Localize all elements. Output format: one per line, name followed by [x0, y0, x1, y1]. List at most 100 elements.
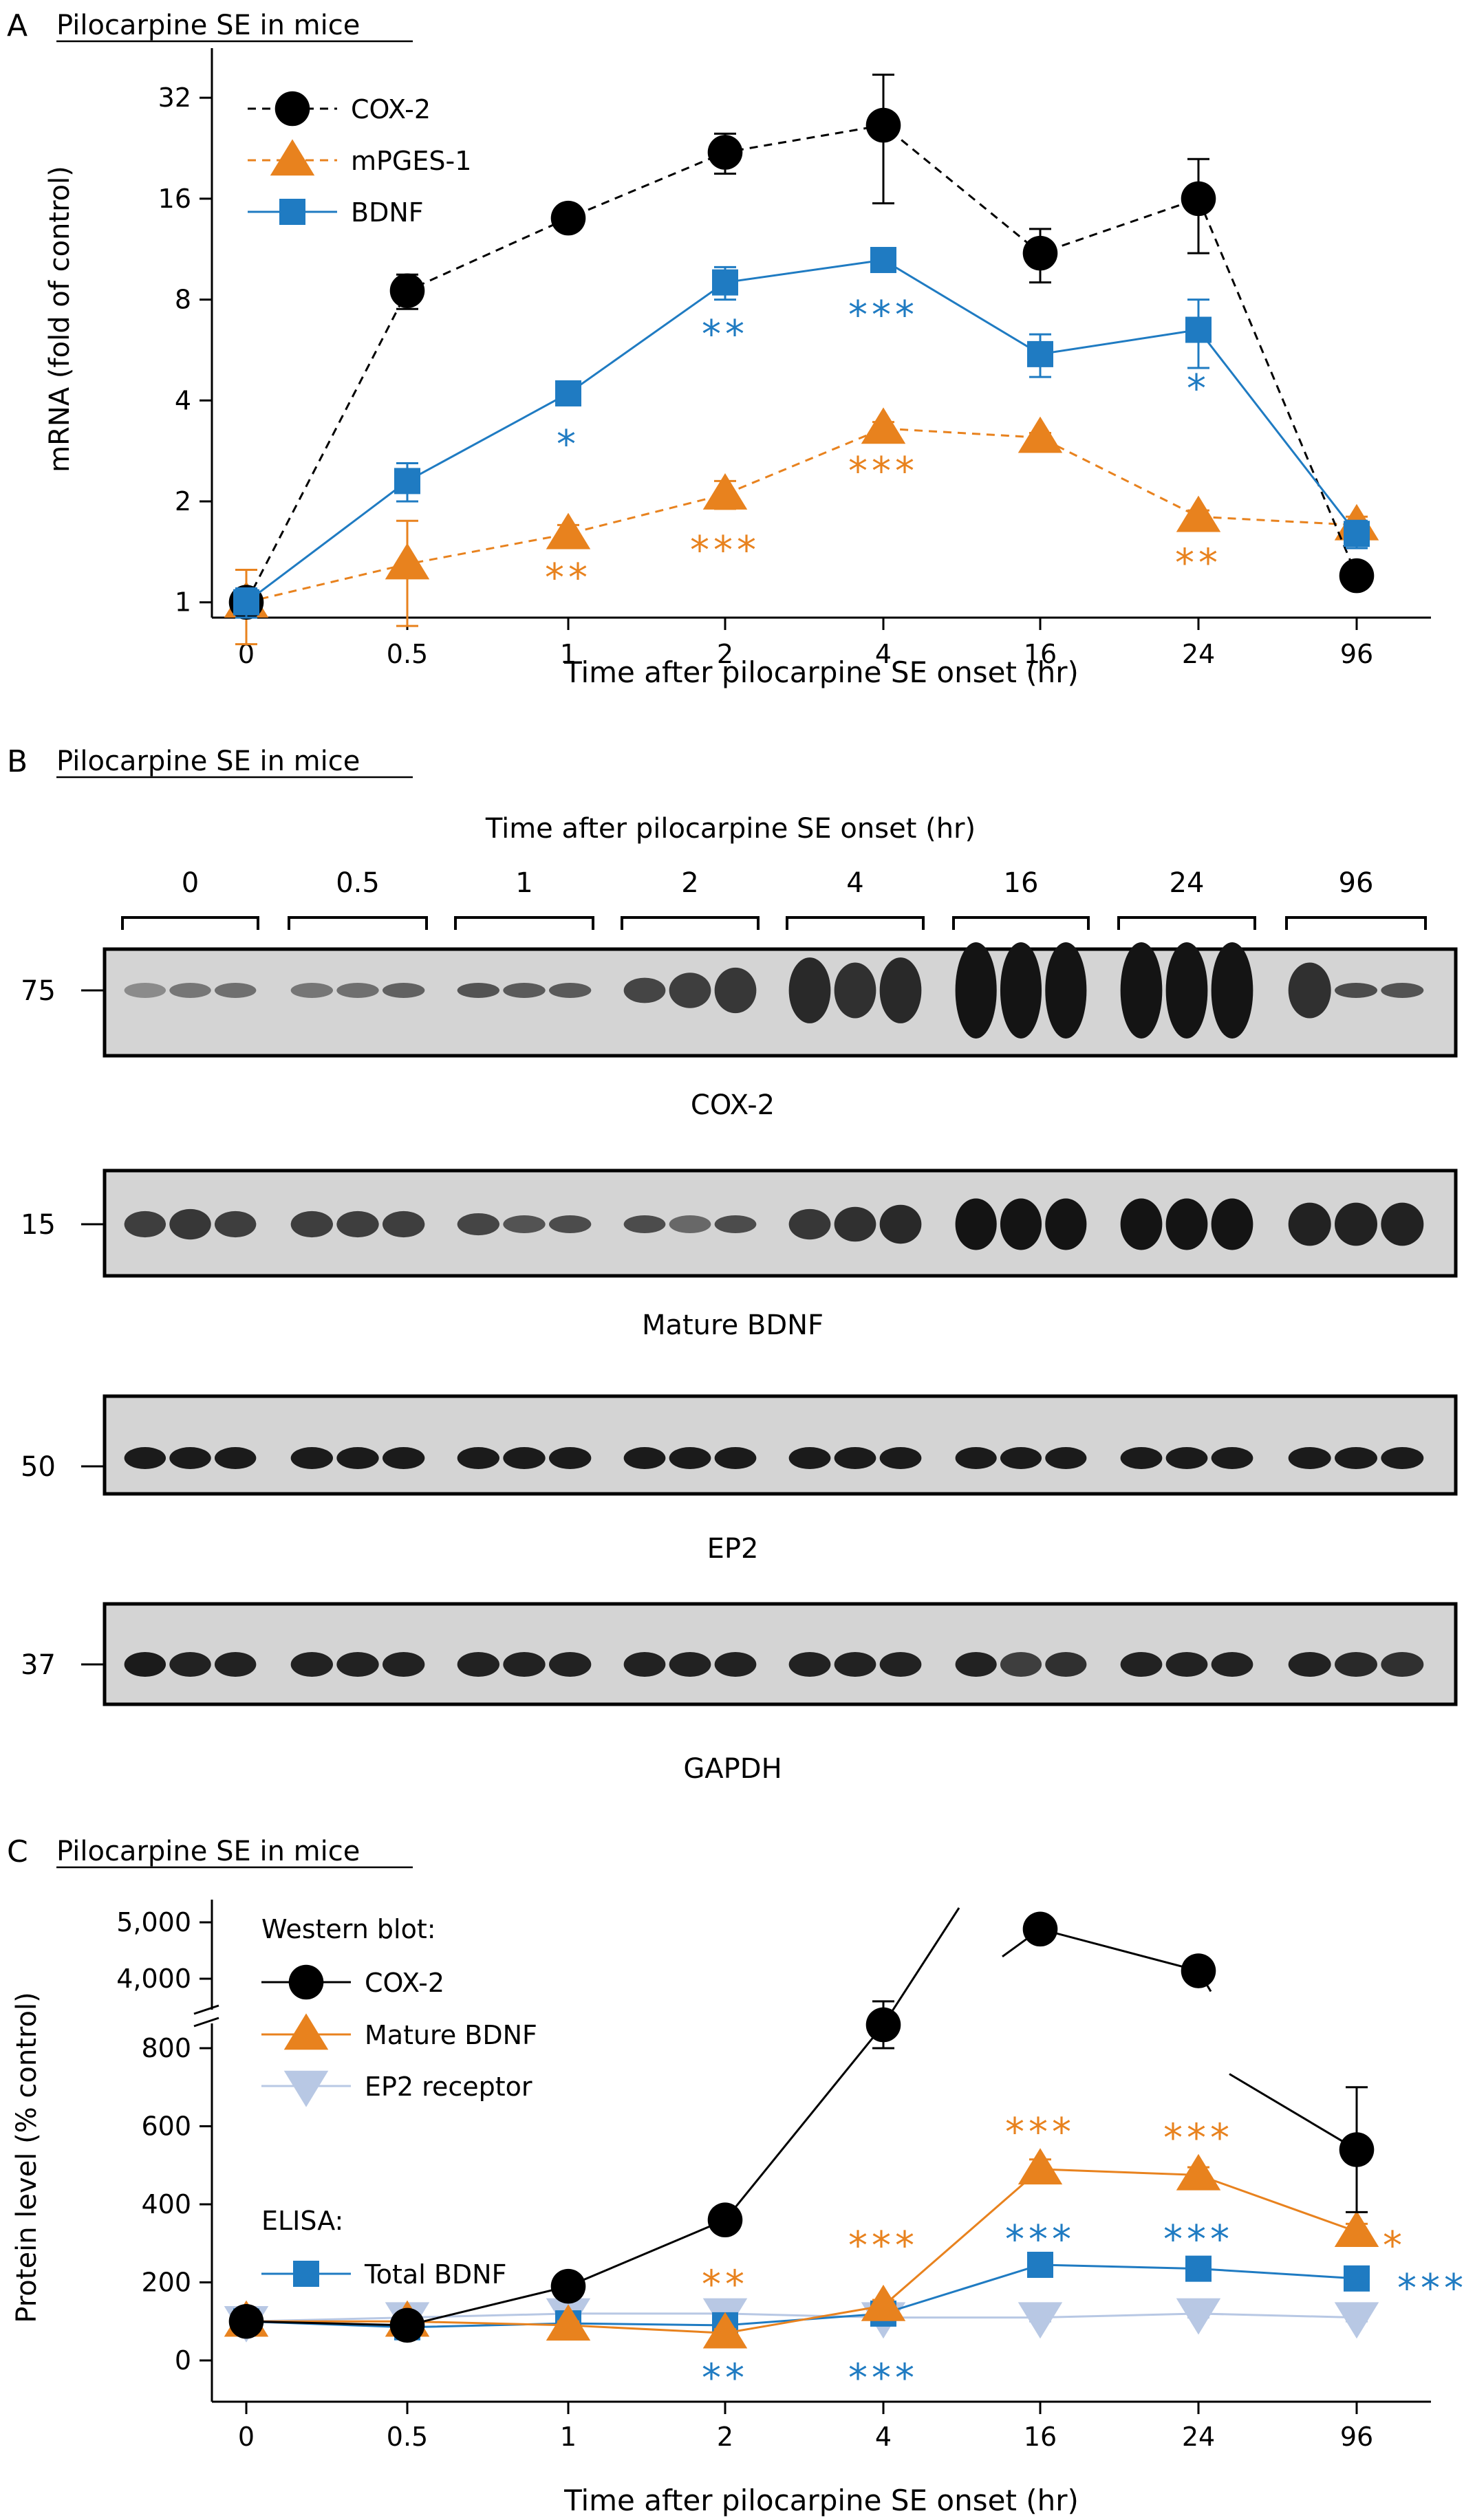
data-point	[1018, 416, 1063, 453]
panel-c: C Pilocarpine SE in mice Western blot: E…	[7, 1834, 1463, 2517]
blot-band	[457, 1652, 499, 1677]
data-point	[546, 512, 591, 550]
significance-mark: *	[1383, 2224, 1406, 2268]
blot-frame	[103, 1394, 1458, 1496]
blot-band	[1045, 1198, 1087, 1250]
blot-time-label: 16	[1004, 867, 1039, 899]
blot-band	[549, 1215, 592, 1233]
y-tick-label: 4,000	[116, 1964, 191, 1994]
data-point	[1181, 1953, 1216, 1988]
blot-band	[336, 983, 379, 998]
data-point	[1344, 521, 1370, 547]
blot-time-label: 4	[846, 867, 863, 899]
data-point	[702, 2312, 748, 2349]
blot-band	[1000, 1652, 1042, 1677]
blot-band	[1120, 1447, 1163, 1469]
x-tick-label: 16	[1024, 2422, 1057, 2452]
x-tick-label: 16	[1024, 639, 1057, 669]
blot-band	[169, 1447, 211, 1469]
panel-b-heading: Pilocarpine SE in mice	[56, 746, 360, 777]
legend-label: Total BDNF	[364, 2259, 506, 2290]
lane-bracket	[121, 916, 259, 930]
blot-band	[714, 1215, 757, 1233]
blot-band	[124, 1210, 166, 1238]
x-axis-label: Time after pilocarpine SE onset (hr)	[563, 2484, 1079, 2517]
series-line	[1229, 2073, 1357, 2151]
blot-band	[214, 983, 257, 998]
blot-band	[214, 1210, 257, 1238]
blot-band	[1211, 942, 1253, 1039]
blot-band	[383, 983, 425, 998]
x-tick-label: 1	[560, 639, 577, 669]
blot-band	[503, 1447, 546, 1469]
significance-mark: ***	[848, 293, 918, 338]
legend-marker	[283, 2013, 329, 2050]
blot-band	[1000, 942, 1042, 1039]
data-point	[1176, 2298, 1221, 2335]
blot-label: EP2	[707, 1533, 759, 1565]
data-point	[1334, 2302, 1379, 2339]
blot-band	[1120, 942, 1163, 1039]
data-point	[712, 269, 738, 296]
blot-band	[169, 1208, 211, 1240]
blot-band	[1045, 942, 1087, 1039]
y-tick-label: 4	[175, 385, 191, 415]
panel-c-heading: Pilocarpine SE in mice	[56, 1836, 360, 1867]
y-tick-label: 200	[141, 2268, 191, 2298]
x-tick-label: 2	[717, 639, 733, 669]
legend-marker	[288, 1964, 324, 2000]
molecular-weight-marker: 75	[21, 975, 56, 1007]
blot-band	[169, 1652, 211, 1677]
blot-mature-bdnf: 15 Mature BDNF	[21, 1169, 1458, 1341]
significance-mark: ***	[1163, 2116, 1234, 2161]
significance-mark: ***	[1005, 2217, 1075, 2262]
panel-b-letter: B	[7, 744, 28, 779]
lane-bracket	[621, 916, 760, 930]
y-tick-label: 400	[141, 2189, 191, 2219]
blot-band	[879, 957, 922, 1023]
blot-band	[1381, 983, 1424, 998]
blot-band	[955, 1447, 997, 1469]
significance-mark: ***	[848, 449, 918, 494]
data-point	[1344, 2265, 1370, 2292]
data-point	[1022, 235, 1058, 271]
blot-band	[1211, 1198, 1253, 1250]
data-point	[1018, 2302, 1063, 2339]
x-tick-label: 0.5	[387, 2422, 428, 2452]
blot-band	[879, 1652, 922, 1677]
legend-label: mPGES-1	[351, 146, 471, 176]
data-point	[1018, 2148, 1063, 2185]
x-tick-label: 4	[875, 2422, 892, 2452]
panel-b-time-title: Time after pilocarpine SE onset (hr)	[485, 813, 976, 845]
x-tick-label: 2	[717, 2422, 733, 2452]
blot-band	[1288, 1652, 1331, 1677]
blot-band	[714, 1652, 757, 1677]
x-axis-label: Time after pilocarpine SE onset (hr)	[563, 655, 1079, 689]
blot-band	[955, 1198, 997, 1250]
series-bdnf	[233, 247, 1370, 619]
legend-label: COX-2	[365, 1968, 444, 1998]
data-point	[385, 543, 430, 580]
blot-band	[549, 1652, 592, 1677]
data-point	[702, 473, 748, 510]
blot-band	[955, 1652, 997, 1677]
significance-mark: ***	[1005, 2110, 1075, 2155]
series-line	[245, 124, 1358, 603]
panel-a-heading: Pilocarpine SE in mice	[56, 10, 360, 41]
molecular-weight-marker: 15	[21, 1209, 56, 1241]
blot-band	[879, 1204, 922, 1244]
legend-label: COX-2	[351, 94, 431, 124]
blot-band	[1211, 1447, 1253, 1469]
data-point	[861, 407, 906, 444]
axis-break	[193, 2004, 219, 2015]
blot-band	[1045, 1652, 1087, 1677]
x-tick-label: 1	[560, 2422, 577, 2452]
data-point	[1339, 558, 1375, 594]
data-point	[546, 2304, 591, 2341]
x-tick-label: 96	[1340, 2422, 1373, 2452]
series-line	[246, 427, 1357, 604]
lane-bracket	[454, 916, 594, 930]
blot-band	[788, 1652, 831, 1677]
blot-band	[124, 983, 166, 998]
legend-group-elisa: ELISA:	[261, 2206, 343, 2236]
